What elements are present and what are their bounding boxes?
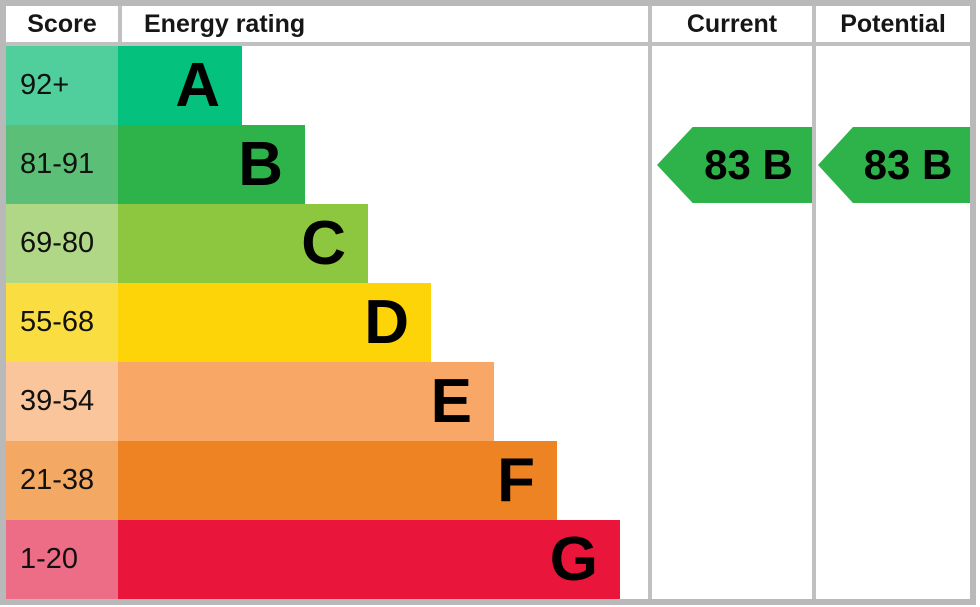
band-row-g: 1-20 G (6, 520, 648, 599)
chart-header-row: Score Energy rating Current Potential (6, 6, 970, 46)
rating-current-divider-line (648, 6, 652, 599)
band-letter-a: A (175, 51, 220, 120)
score-column-header: Score (27, 10, 97, 38)
band-row-f: 21-38 F (6, 441, 648, 520)
potential-rating-arrow: 83 B (818, 127, 970, 203)
energy-band-rows: 92+ A 81-91 B 69-80 C 55-68 D 39-54 E 21-38 F 1-20 G (6, 46, 648, 599)
band-letter-d: D (364, 288, 409, 357)
current-rating-arrow: 83 B (657, 127, 812, 203)
band-row-e: 39-54 E (6, 362, 648, 441)
band-bar-b: B (118, 125, 305, 204)
current-potential-divider-line (812, 6, 816, 599)
energy-rating-column-header: Energy rating (144, 10, 306, 38)
score-cell-a: 92+ (6, 46, 118, 125)
score-cell-f: 21-38 (6, 441, 118, 520)
band-letter-e: E (430, 367, 472, 436)
band-bar-g: G (118, 520, 620, 599)
current-rating-value: 83 B (704, 141, 793, 188)
score-cell-c: 69-80 (6, 204, 118, 283)
band-letter-g: G (549, 525, 598, 594)
score-cell-d: 55-68 (6, 283, 118, 362)
band-row-b: 81-91 B (6, 125, 648, 204)
epc-chart-inner: Score Energy rating Current Potential 92… (6, 6, 970, 599)
potential-rating-value: 83 B (863, 141, 953, 188)
band-letter-b: B (238, 130, 283, 199)
current-column-header: Current (686, 10, 778, 38)
band-bar-c: C (118, 204, 368, 283)
band-bar-a: A (118, 46, 242, 125)
band-letter-f: F (497, 446, 535, 515)
band-row-c: 69-80 C (6, 204, 648, 283)
band-row-a: 92+ A (6, 46, 648, 125)
band-bar-e: E (118, 362, 494, 441)
band-letter-c: C (301, 209, 346, 278)
band-bar-d: D (118, 283, 431, 362)
band-bar-f: F (118, 441, 557, 520)
score-rating-divider-line (118, 6, 122, 46)
score-cell-g: 1-20 (6, 520, 118, 599)
score-cell-b: 81-91 (6, 125, 118, 204)
potential-column-header: Potential (840, 10, 946, 38)
score-cell-e: 39-54 (6, 362, 118, 441)
band-row-d: 55-68 D (6, 283, 648, 362)
